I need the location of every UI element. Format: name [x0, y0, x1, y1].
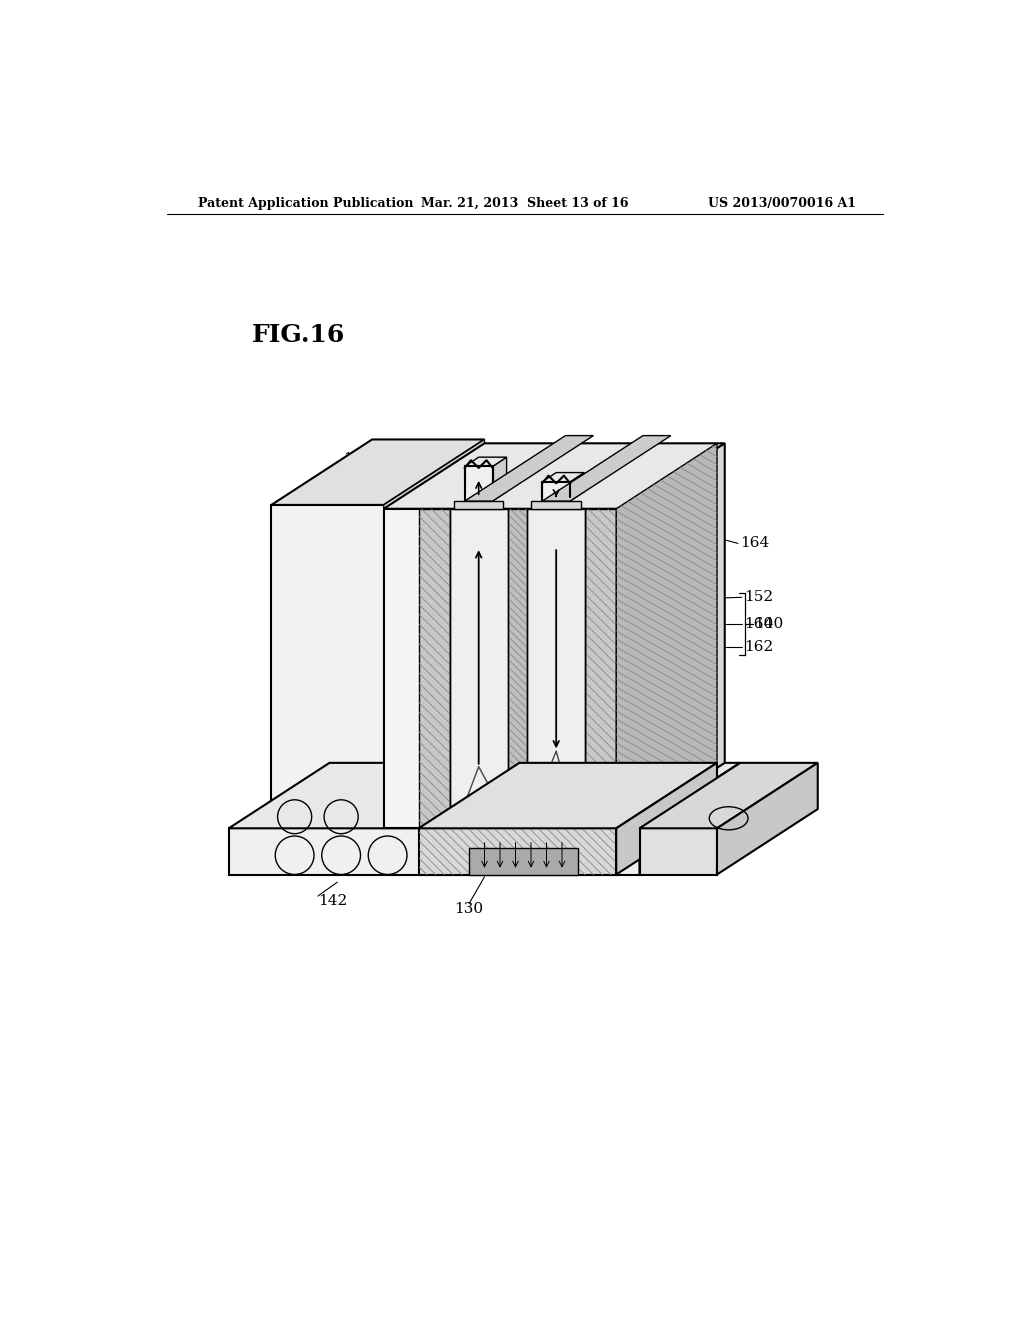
Polygon shape [640, 763, 740, 874]
Polygon shape [543, 436, 671, 502]
Text: 160: 160 [744, 618, 773, 631]
Text: Patent Application Publication: Patent Application Publication [198, 197, 414, 210]
Text: Mar. 21, 2013  Sheet 13 of 16: Mar. 21, 2013 Sheet 13 of 16 [421, 197, 629, 210]
Polygon shape [640, 763, 818, 829]
Polygon shape [228, 829, 640, 874]
Polygon shape [384, 508, 624, 829]
Polygon shape [531, 502, 581, 508]
Polygon shape [640, 829, 717, 874]
Polygon shape [419, 508, 450, 829]
Text: 142: 142 [317, 895, 347, 908]
Text: 130: 130 [455, 902, 483, 916]
Polygon shape [624, 444, 725, 829]
Text: FIG.16: FIG.16 [252, 323, 345, 347]
Polygon shape [543, 482, 570, 502]
Polygon shape [271, 440, 484, 506]
Polygon shape [450, 508, 586, 829]
Polygon shape [419, 829, 616, 874]
Polygon shape [508, 508, 527, 829]
Polygon shape [384, 440, 484, 829]
Polygon shape [465, 457, 507, 466]
Polygon shape [586, 508, 616, 829]
Polygon shape [465, 466, 493, 502]
Polygon shape [616, 444, 717, 829]
Polygon shape [454, 502, 504, 508]
Polygon shape [228, 763, 740, 829]
Polygon shape [493, 457, 507, 502]
Text: 156: 156 [401, 628, 430, 643]
Text: 152: 152 [744, 590, 773, 605]
Text: US 2013/0070016 A1: US 2013/0070016 A1 [709, 197, 856, 210]
Polygon shape [543, 473, 584, 482]
Polygon shape [271, 506, 384, 829]
Polygon shape [384, 444, 725, 508]
Text: 158: 158 [374, 490, 403, 504]
Text: 112: 112 [343, 451, 370, 466]
Text: 356: 356 [671, 767, 699, 781]
Polygon shape [616, 763, 717, 874]
Polygon shape [419, 763, 717, 829]
Text: 162: 162 [744, 640, 773, 655]
Text: 140: 140 [755, 618, 783, 631]
Polygon shape [717, 763, 818, 874]
Text: 154: 154 [640, 475, 669, 488]
Polygon shape [465, 436, 593, 502]
Text: 164: 164 [740, 536, 769, 550]
Polygon shape [469, 847, 578, 874]
Polygon shape [570, 473, 584, 502]
